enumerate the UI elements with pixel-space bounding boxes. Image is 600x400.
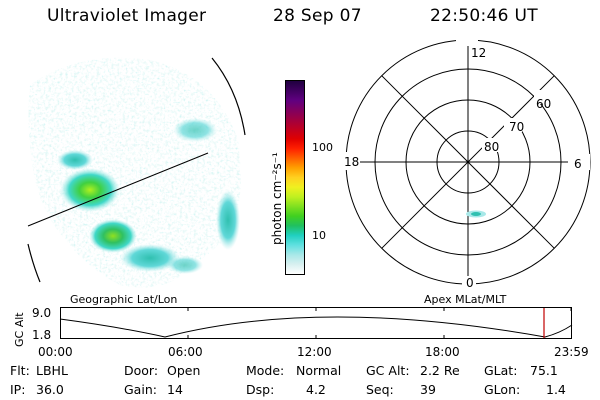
lat-label-60: 60 [536, 97, 552, 111]
colorbar [285, 80, 305, 275]
polar-panel-label: Apex MLat/MLT [424, 293, 507, 306]
mlt-label-12: 12 [471, 46, 487, 60]
altitude-ylabel: GC Alt [13, 312, 26, 347]
footer-key: Dsp: [246, 382, 275, 397]
instrument-title: Ultraviolet Imager [47, 6, 207, 26]
altitude-plot [59, 307, 573, 339]
footer-value: Normal [296, 363, 342, 378]
altitude-xtick-0000: 00:00 [38, 345, 73, 359]
footer-key: GC Alt: [366, 363, 410, 378]
footer-key: Mode: [246, 363, 285, 378]
footer-key: Seq: [366, 382, 394, 397]
colorbar-tick-100: 100 [312, 141, 333, 154]
footer-key: Door: [124, 363, 159, 378]
colorbar-unit-label: photon cm⁻²s⁻¹ [270, 152, 284, 245]
footer-key: Flt: [10, 363, 30, 378]
lat-label-70: 70 [509, 120, 525, 134]
footer-value: LBHL [36, 363, 68, 378]
altitude-ytick-high: 9.0 [32, 306, 52, 320]
footer-value: 36.0 [36, 382, 64, 397]
mlt-label-18: 18 [344, 155, 360, 169]
footer-key: GLon: [484, 382, 521, 397]
footer-value: 14 [167, 382, 183, 397]
altitude-xtick-1200: 12:00 [297, 345, 332, 359]
colorbar-tick-10: 10 [312, 229, 326, 242]
footer-value: 4.2 [306, 382, 326, 397]
mlt-label-6: 6 [574, 157, 582, 171]
footer-key: Gain: [124, 382, 157, 397]
date-label: 28 Sep 07 [273, 6, 362, 26]
altitude-ytick-low: 1.8 [32, 328, 52, 342]
altitude-xtick-2359: 23:59 [554, 345, 589, 359]
footer-key: GLat: [484, 363, 518, 378]
footer-value: 39 [420, 382, 436, 397]
footer-value: Open [167, 363, 201, 378]
footer-value: 2.2 Re [420, 363, 460, 378]
auroral-image [27, 57, 246, 288]
mlt-label-0: 0 [466, 276, 474, 290]
polar-plot [338, 32, 591, 290]
image-panel-label: Geographic Lat/Lon [70, 293, 178, 306]
footer-value: 75.1 [530, 363, 558, 378]
footer-value: 1.4 [546, 382, 566, 397]
altitude-xtick-0600: 06:00 [168, 345, 203, 359]
lat-label-80: 80 [484, 140, 500, 154]
footer-key: IP: [10, 382, 26, 397]
altitude-xtick-1800: 18:00 [425, 345, 460, 359]
time-label: 22:50:46 UT [430, 6, 538, 26]
